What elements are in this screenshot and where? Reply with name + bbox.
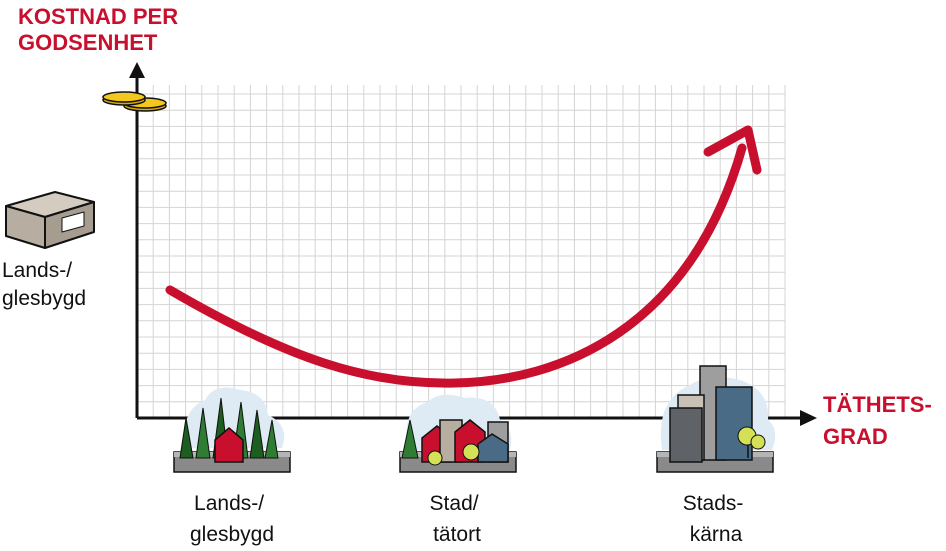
y-axis-arrow [129, 62, 145, 78]
left-label-line1: Lands-/ [2, 259, 72, 282]
y-axis-title-line1: KOSTNAD PER [18, 4, 178, 29]
x-axis-title-line1: TÄTHETS- [823, 392, 932, 417]
category-label-city-line2: kärna [690, 523, 743, 546]
rural-trees-icon [173, 387, 291, 473]
city-buildings-icon [656, 365, 776, 473]
y-axis-title-line2: GODSENHET [18, 30, 158, 55]
category-label-rural-line1: Lands-/ [194, 492, 264, 515]
x-axis-arrow [800, 410, 817, 426]
y-axis-title: KOSTNAD PER GODSENHET [18, 4, 184, 55]
category-label-town-line2: tätort [433, 523, 481, 546]
cost-curve [165, 143, 747, 388]
category-label-city: Stads- kärna [683, 492, 750, 546]
x-axis-title: TÄTHETS- GRAD [823, 392, 938, 449]
cost-curve-arrowhead [703, 125, 762, 175]
category-label-town: Stad/ tätort [430, 492, 485, 546]
coins-icon [102, 91, 167, 112]
x-axis-title-line2: GRAD [823, 424, 888, 449]
parcel-box-icon [5, 191, 95, 249]
category-label-rural-line2: glesbygd [190, 523, 274, 546]
chart-grid [136, 85, 786, 419]
left-label: Lands-/ glesbygd [2, 259, 86, 310]
category-label-city-line1: Stads- [683, 492, 744, 515]
town-houses-icon [399, 394, 517, 473]
category-label-town-line1: Stad/ [430, 492, 479, 515]
category-label-rural: Lands-/ glesbygd [190, 492, 274, 546]
left-label-line2: glesbygd [2, 287, 86, 310]
